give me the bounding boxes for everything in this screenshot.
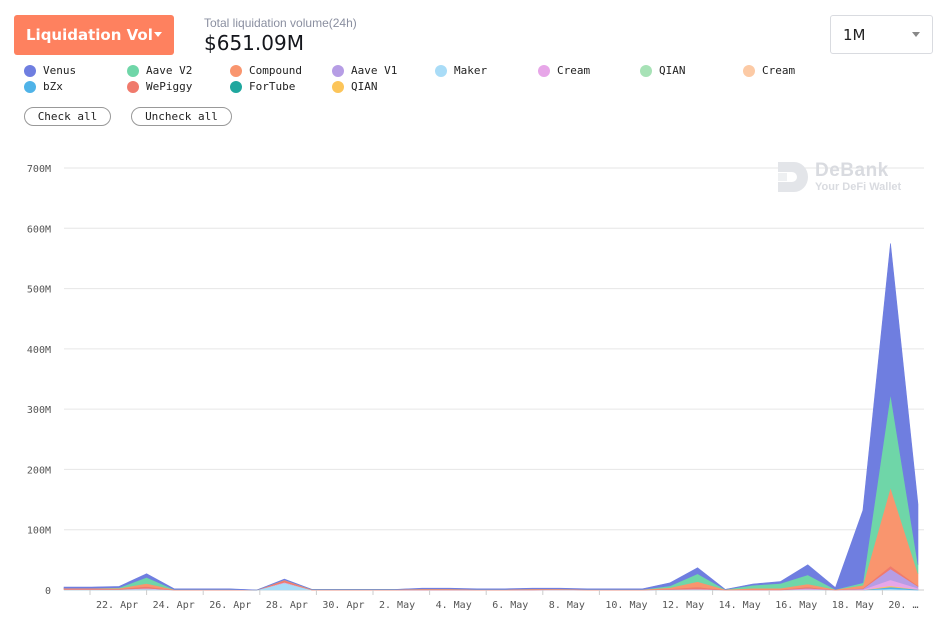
legend-label: QIAN: [351, 80, 378, 93]
legend-label: Maker: [454, 64, 488, 77]
legend-item[interactable]: Maker: [435, 64, 487, 77]
legend-dot-icon: [230, 80, 242, 93]
legend-label: QIAN: [659, 64, 686, 77]
legend-label: Venus: [43, 64, 77, 77]
legend-label: Compound: [249, 64, 302, 77]
uncheck-all-button[interactable]: Uncheck all: [131, 107, 232, 126]
watermark-tagline: Your DeFi Wallet: [815, 181, 902, 193]
x-tick-label: 8. May: [549, 600, 585, 611]
x-tick-label: 20. …: [888, 600, 918, 611]
legend-dot-icon: [230, 64, 242, 77]
area-series-compound: [63, 486, 919, 591]
x-tick-label: 18. May: [832, 600, 874, 611]
legend-dot-icon: [538, 64, 550, 77]
legend-dot-icon: [743, 64, 755, 77]
legend-dot-icon: [640, 64, 652, 77]
y-tick-label: 200M: [27, 465, 51, 476]
legend-dot-icon: [127, 64, 139, 77]
legend-label: Aave V2: [146, 64, 193, 77]
legend-label: Cream: [762, 64, 796, 77]
legend-item[interactable]: Cream: [538, 64, 590, 77]
y-tick-label: 0: [45, 586, 51, 597]
debank-watermark: DeBank Your DeFi Wallet: [777, 160, 901, 194]
x-tick-label: 28. Apr: [266, 600, 308, 611]
x-tick-label: 26. Apr: [209, 600, 251, 611]
area-series-aave-v2: [64, 394, 919, 591]
legend-label: ForTube: [249, 80, 296, 93]
y-tick-label: 100M: [27, 526, 51, 537]
legend-item[interactable]: Venus: [24, 64, 76, 77]
metric-dropdown[interactable]: Liquidation Vol: [14, 15, 174, 55]
y-tick-label: 400M: [27, 345, 51, 356]
legend-item[interactable]: Compound: [230, 64, 302, 77]
legend-label: Aave V1: [351, 64, 398, 77]
legend-item[interactable]: QIAN: [332, 80, 378, 93]
legend-label: bZx: [43, 80, 63, 93]
x-tick-label: 6. May: [492, 600, 528, 611]
x-tick-label: 30. Apr: [322, 600, 364, 611]
chevron-down-icon: [912, 32, 920, 37]
legend-label: Cream: [557, 64, 591, 77]
legend-dot-icon: [332, 80, 344, 93]
legend-dot-icon: [332, 64, 344, 77]
legend-dot-icon: [24, 80, 36, 93]
y-tick-label: 600M: [27, 224, 51, 235]
total-volume-value: $651.09M: [204, 31, 304, 55]
x-tick-label: 10. May: [605, 600, 647, 611]
metric-label: Liquidation Vol: [26, 26, 153, 44]
x-tick-label: 22. Apr: [96, 600, 138, 611]
caret-down-icon: [154, 32, 162, 37]
x-tick-label: 2. May: [379, 600, 415, 611]
legend-item[interactable]: ForTube: [230, 80, 295, 93]
legend-dot-icon: [24, 64, 36, 77]
time-range-select[interactable]: 1M: [830, 15, 933, 54]
legend-item[interactable]: Aave V1: [332, 64, 397, 77]
x-tick-label: 4. May: [436, 600, 472, 611]
y-tick-label: 700M: [27, 164, 51, 175]
total-volume-label: Total liquidation volume(24h): [204, 16, 357, 30]
legend-label: WePiggy: [146, 80, 193, 93]
x-tick-label: 14. May: [719, 600, 761, 611]
x-tick-label: 24. Apr: [153, 600, 195, 611]
legend-item[interactable]: QIAN: [640, 64, 686, 77]
legend-dot-icon: [435, 64, 447, 77]
y-tick-label: 300M: [27, 405, 51, 416]
area-series-venus: [63, 243, 919, 591]
legend-item[interactable]: Cream: [743, 64, 795, 77]
legend-item[interactable]: Aave V2: [127, 64, 192, 77]
time-range-value: 1M: [843, 25, 866, 44]
debank-logo-icon: [778, 162, 808, 192]
legend-item[interactable]: WePiggy: [127, 80, 192, 93]
check-all-button[interactable]: Check all: [24, 107, 111, 126]
watermark-name: DeBank: [815, 160, 889, 181]
x-tick-label: 12. May: [662, 600, 704, 611]
legend-dot-icon: [127, 80, 139, 93]
y-tick-label: 500M: [27, 285, 51, 296]
legend-item[interactable]: bZx: [24, 80, 63, 93]
x-tick-label: 16. May: [775, 600, 817, 611]
